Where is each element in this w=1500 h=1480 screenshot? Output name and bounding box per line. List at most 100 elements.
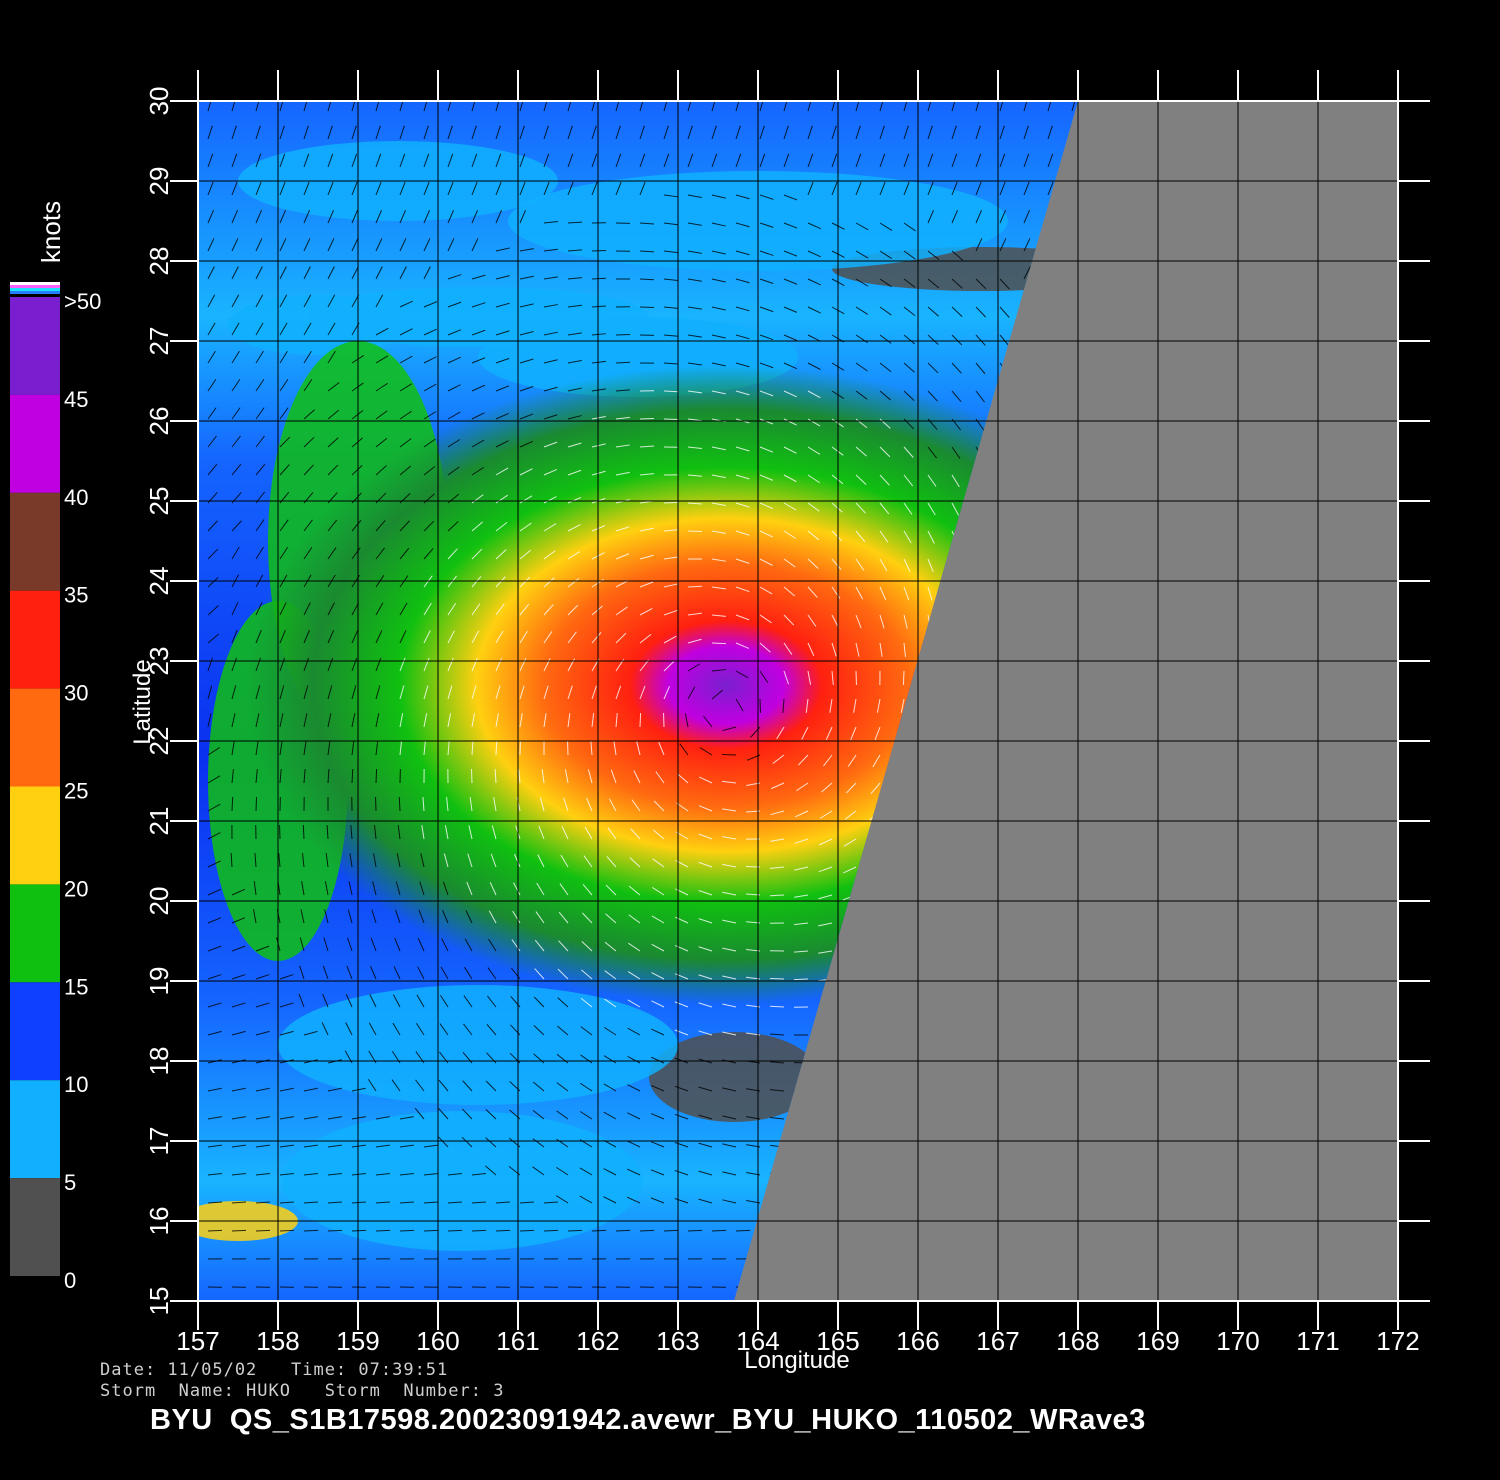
wind-vector bbox=[543, 550, 556, 560]
wind-vector bbox=[687, 686, 696, 700]
wind-vector bbox=[255, 629, 262, 644]
wind-vector bbox=[722, 1115, 737, 1120]
wind-vector bbox=[327, 101, 333, 112]
wind-vector bbox=[519, 303, 534, 308]
wind-vector bbox=[879, 278, 892, 288]
wind-vector bbox=[855, 446, 867, 457]
wind-vector bbox=[639, 445, 655, 448]
wind-vector bbox=[471, 209, 478, 224]
wind-vector bbox=[495, 153, 502, 168]
wind-vector bbox=[447, 1229, 463, 1232]
wind-vector bbox=[375, 294, 384, 308]
wind-vector bbox=[759, 390, 774, 397]
wind-vector bbox=[783, 502, 797, 511]
wind-vector bbox=[375, 238, 383, 252]
wind-vector bbox=[591, 333, 606, 336]
wind-vector bbox=[605, 884, 617, 896]
wind-vector bbox=[759, 558, 773, 566]
wind-speed-patch bbox=[649, 1032, 819, 1122]
wind-vector bbox=[255, 1002, 270, 1008]
wind-vector bbox=[461, 1136, 473, 1148]
wind-vector bbox=[855, 278, 869, 287]
wind-vector bbox=[559, 883, 569, 896]
wind-vector bbox=[519, 549, 532, 560]
wind-vector bbox=[770, 1116, 785, 1120]
wind-vector bbox=[468, 825, 473, 840]
wind-vector bbox=[711, 194, 726, 199]
x-axis-label: Longitude bbox=[744, 1347, 849, 1374]
wind-vector bbox=[375, 547, 385, 560]
wind-vector bbox=[207, 713, 212, 728]
wind-vector bbox=[603, 1111, 617, 1120]
wind-vector bbox=[327, 153, 334, 168]
colorbar-label: 20 bbox=[64, 876, 88, 901]
wind-vector bbox=[591, 125, 597, 140]
wind-vector bbox=[351, 1144, 366, 1148]
wind-vector bbox=[711, 125, 717, 140]
wind-vector bbox=[543, 685, 549, 700]
wind-vector bbox=[567, 277, 582, 280]
wind-vector bbox=[807, 250, 821, 258]
wind-vector bbox=[207, 1002, 222, 1008]
wind-vector bbox=[471, 1229, 487, 1232]
wind-vector bbox=[722, 947, 737, 952]
wind-vector bbox=[658, 741, 665, 756]
wind-vector bbox=[951, 101, 957, 112]
wind-vector bbox=[563, 797, 569, 812]
wind-vector bbox=[639, 125, 645, 140]
wind-vector bbox=[423, 713, 428, 728]
wind-vector bbox=[207, 1201, 222, 1204]
wind-vector bbox=[561, 826, 569, 840]
colorbar-band bbox=[10, 982, 60, 1081]
wind-vector bbox=[495, 576, 506, 588]
wind-vector bbox=[874, 726, 881, 741]
wind-vector bbox=[397, 825, 401, 840]
wind-vector bbox=[303, 153, 310, 168]
wind-vector bbox=[351, 464, 363, 476]
wind-vector bbox=[393, 966, 401, 980]
wind-vector bbox=[639, 1229, 655, 1232]
wind-vector bbox=[438, 1136, 449, 1148]
wind-vector bbox=[231, 713, 236, 728]
wind-vector bbox=[698, 1142, 713, 1148]
wind-vector bbox=[519, 522, 532, 532]
wind-vector bbox=[279, 407, 289, 420]
wind-vector bbox=[207, 832, 221, 840]
wind-vector bbox=[796, 782, 809, 792]
wind-vector bbox=[722, 1087, 737, 1092]
wind-vector bbox=[533, 996, 545, 1008]
wind-vector bbox=[231, 322, 240, 336]
wind-vector bbox=[770, 838, 785, 842]
wind-vector bbox=[447, 274, 462, 280]
wind-vector bbox=[831, 586, 841, 599]
longitude-tick-label: 172 bbox=[1376, 1326, 1419, 1356]
wind-vector bbox=[687, 663, 701, 672]
wind-vector bbox=[582, 883, 593, 896]
wind-vector bbox=[556, 1138, 569, 1148]
wind-vector bbox=[629, 857, 641, 868]
wind-vector bbox=[927, 278, 940, 289]
wind-vector bbox=[759, 334, 774, 341]
wind-vector bbox=[372, 881, 377, 896]
wind-vector bbox=[584, 826, 593, 840]
wind-vector bbox=[783, 446, 797, 454]
wind-vector bbox=[255, 322, 264, 336]
wind-vector bbox=[447, 125, 453, 140]
wind-vector bbox=[327, 1116, 342, 1120]
wind-vector bbox=[759, 670, 769, 683]
wind-vector bbox=[879, 362, 892, 373]
wind-vector bbox=[567, 181, 574, 196]
wind-vector bbox=[735, 1229, 751, 1232]
wind-speed-colorbar: >50 45 40 35 30 25 20 15 10 5 0 bbox=[10, 282, 101, 1293]
wind-vector bbox=[207, 181, 214, 196]
wind-vector bbox=[579, 1195, 593, 1204]
wind-vector bbox=[255, 463, 266, 476]
wind-vector bbox=[807, 446, 821, 455]
wind-vector bbox=[303, 547, 313, 560]
wind-vector bbox=[303, 238, 311, 252]
wind-vector bbox=[494, 768, 497, 784]
wind-vector bbox=[663, 635, 677, 644]
wind-vector bbox=[532, 1081, 545, 1092]
wind-vector bbox=[255, 713, 260, 728]
wind-vector bbox=[769, 977, 785, 980]
